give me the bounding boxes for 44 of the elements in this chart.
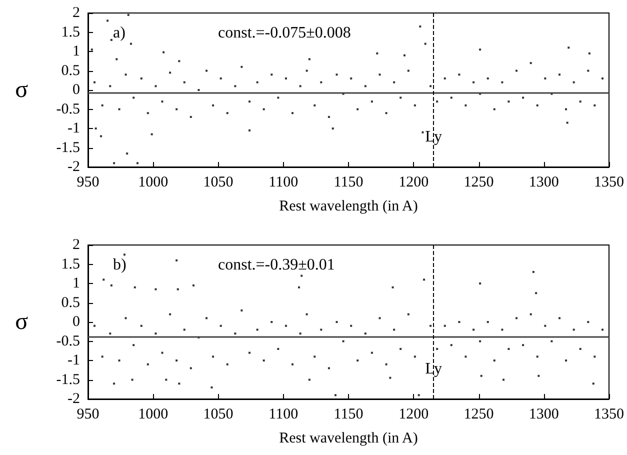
x-tick-label: 1300 xyxy=(528,406,559,422)
x-tick-label: 1150 xyxy=(334,174,364,190)
x-tick-label: 1000 xyxy=(138,406,168,422)
y-tick-label: -2 xyxy=(68,159,80,175)
y-tick-label: 0.5 xyxy=(61,62,80,79)
y-tick-label: 1 xyxy=(72,44,80,60)
y-tick-label: -1 xyxy=(68,120,80,136)
x-axis-title: Rest wavelength (in A) xyxy=(279,198,418,214)
y-tick-label: -2 xyxy=(68,391,80,407)
x-tick-label: 950 xyxy=(76,174,100,190)
y-tick-label: 0.5 xyxy=(61,294,80,311)
y-axis-title: σ xyxy=(15,309,28,335)
x-tick-label: 1050 xyxy=(203,406,234,422)
y-tick-label: -1 xyxy=(68,352,80,368)
x-tick-label: 1200 xyxy=(398,406,429,422)
y-tick-label: 2 xyxy=(72,5,80,21)
y-tick-label: -0.5 xyxy=(56,333,80,350)
y-tick-label: -0.5 xyxy=(56,101,80,118)
annotation: b) xyxy=(113,256,126,274)
y-tick-label: 0 xyxy=(72,314,80,330)
y-tick-label: 1 xyxy=(72,276,80,292)
x-tick-label: 1250 xyxy=(464,406,494,422)
x-tick-label: 950 xyxy=(76,406,100,422)
x-tick-label: 1350 xyxy=(594,174,624,190)
y-tick-label: 1.5 xyxy=(61,24,80,40)
y-tick-label: 2 xyxy=(72,237,80,253)
x-tick-label: 1050 xyxy=(203,174,234,190)
y-tick-label: 0 xyxy=(72,82,80,98)
y-tick-label: -1.5 xyxy=(56,372,80,388)
x-tick-label: 1200 xyxy=(398,174,429,190)
y-tick-label: 1.5 xyxy=(61,256,80,272)
annotation: const.=-0.39±0.01 xyxy=(218,256,335,274)
y-tick-label: -1.5 xyxy=(56,140,80,156)
y-axis-title: σ xyxy=(15,77,28,103)
x-tick-label: 1150 xyxy=(334,406,364,422)
x-tick-label: 1100 xyxy=(268,406,298,422)
x-tick-label: 1250 xyxy=(464,174,494,190)
x-axis-title: Rest wavelength (in A) xyxy=(279,430,418,446)
annotation: const.=-0.075±0.008 xyxy=(218,24,351,42)
x-tick-label: 1100 xyxy=(268,174,298,190)
x-tick-label: 1300 xyxy=(528,174,559,190)
x-tick-label: 1350 xyxy=(594,406,624,422)
x-tick-label: 1000 xyxy=(138,174,168,190)
annotation: a) xyxy=(113,24,126,42)
